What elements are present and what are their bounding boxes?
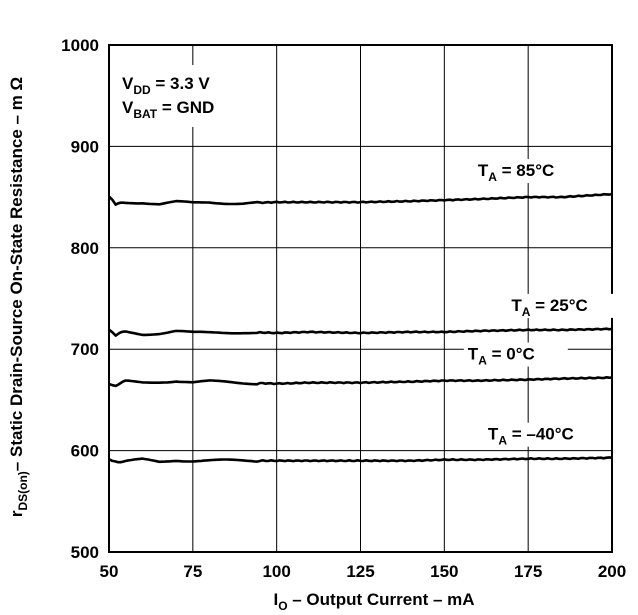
x-tick-label: 50 — [100, 562, 119, 581]
x-axis-label: IO – Output Current – mA — [273, 590, 474, 613]
series-label-background — [473, 159, 590, 184]
condition-text: VDD = 3.3 V — [122, 74, 210, 97]
series-line — [108, 327, 613, 337]
x-tick-label: 100 — [262, 562, 290, 581]
y-tick-label: 1000 — [61, 36, 99, 55]
series-label: TA = 0°C — [468, 345, 535, 368]
y-tick-label: 600 — [71, 442, 99, 461]
x-tick-label: 125 — [346, 562, 374, 581]
series-group — [108, 192, 613, 464]
series-label-background — [483, 422, 606, 447]
series-label: TA = 25°C — [511, 296, 587, 319]
series-label-background — [463, 342, 568, 367]
series-label: TA = 85°C — [478, 161, 554, 184]
conditions-background — [115, 65, 265, 127]
y-tick-label: 800 — [71, 239, 99, 258]
x-tick-label: 150 — [430, 562, 458, 581]
series-line — [108, 192, 613, 206]
series-line — [108, 376, 613, 388]
series-label-background — [507, 293, 624, 318]
x-tick-label: 75 — [183, 562, 202, 581]
y-tick-label: 700 — [71, 340, 99, 359]
x-tick-label: 200 — [598, 562, 626, 581]
series-line — [108, 456, 613, 464]
series-label: TA = –40°C — [488, 425, 574, 448]
condition-text: VBAT = GND — [122, 98, 214, 121]
tick-labels: 50 75 100 125 150 175 200 500 600 700 800 900 1000 — [61, 36, 626, 581]
y-tick-label: 500 — [71, 543, 99, 562]
x-tick-label: 175 — [514, 562, 542, 581]
series-labels: TA = 85°C TA = 25°C TA = 0°C TA = –40°C — [463, 159, 624, 448]
y-tick-label: 900 — [71, 137, 99, 156]
y-axis-label: rDS(on)– Static Drain-Source On-State Re… — [7, 77, 30, 517]
